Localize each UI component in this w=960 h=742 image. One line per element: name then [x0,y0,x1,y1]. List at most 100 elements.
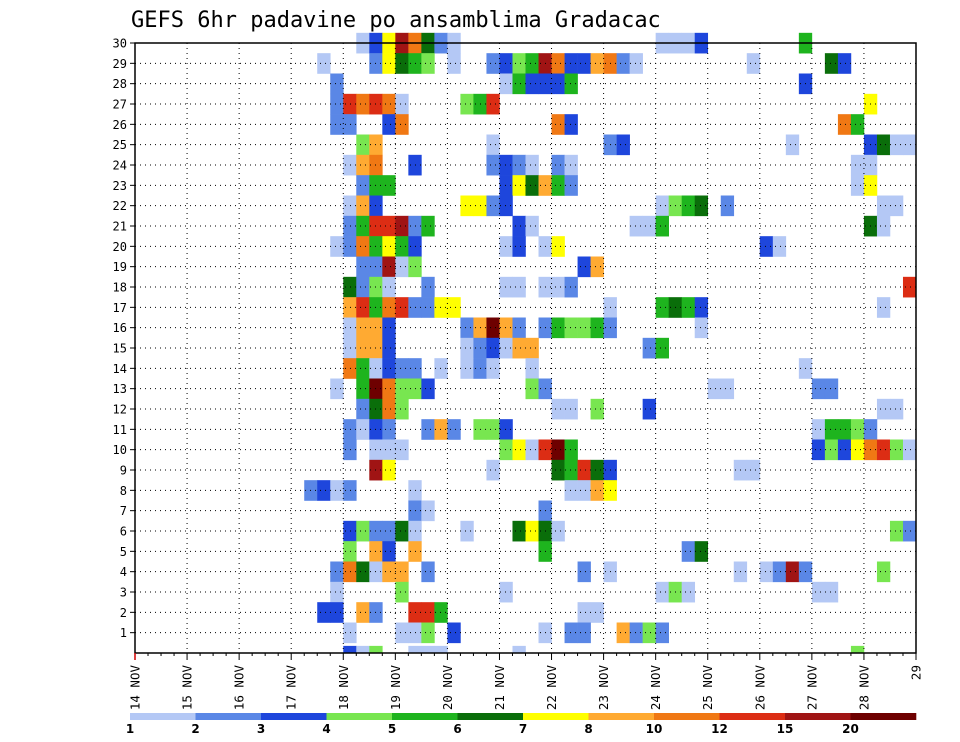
heatmap-cell [850,439,865,461]
heatmap-cell [551,459,565,481]
heatmap-cell [486,317,500,339]
heatmap-cell [889,134,904,156]
heatmap-cell [577,561,591,583]
heatmap-cell [889,398,904,420]
x-tick-label: 14 NOV [128,665,143,711]
y-tick-label: 2 [120,606,127,620]
heatmap-cell [382,317,396,339]
heatmap-cell [499,439,513,461]
heatmap-cell [551,317,565,339]
heatmap-cell [824,419,839,440]
x-tick-label: 27 NOV [804,665,819,711]
heatmap-cell [395,93,409,115]
heatmap-cell [564,114,578,135]
heatmap-cell [356,398,370,420]
colorbar-swatch [457,713,524,720]
heatmap-cell [512,154,526,176]
y-tick-label: 24 [113,159,127,173]
colorbar-label: 1 [126,722,134,736]
heatmap-cell [577,480,591,501]
heatmap-cell [356,358,370,379]
y-tick-label: 29 [113,57,127,71]
heatmap-cell [525,73,539,95]
heatmap-cell [343,622,357,644]
heatmap-cell [876,215,891,237]
heatmap-cell [486,154,500,176]
heatmap-cell [681,195,696,217]
heatmap-cell [395,398,409,420]
colorbar-label: 10 [646,722,663,736]
heatmap-cell [850,645,865,654]
x-tick-label: 24 NOV [648,665,663,711]
heatmap-cell [629,53,643,74]
heatmap-cell [499,175,513,196]
heatmap-cell [551,398,565,420]
colorbar-swatch [195,713,262,720]
axes: 1234567891011121314151617181920212223242… [113,37,924,711]
heatmap-cell [382,358,396,379]
heatmap-cell [577,459,591,481]
heatmap-cell [564,398,578,420]
y-tick-label: 7 [120,504,127,518]
heatmap-cell [356,378,370,400]
heatmap-cell [382,53,396,74]
heatmap-cell [330,93,344,115]
heatmap-cell [343,297,357,318]
y-tick-label: 18 [113,281,127,295]
heatmap-cell [330,236,344,257]
heatmap-cell [356,561,370,583]
colorbar-label: 2 [191,722,199,736]
heatmap-cell [512,175,526,196]
heatmap-cell [642,215,656,237]
heatmap-cell [421,561,435,583]
colorbar-label: 5 [388,722,396,736]
heatmap-cell [525,53,539,74]
heatmap-cell [356,419,370,440]
heatmap-cell [356,215,370,237]
y-tick-label: 23 [113,179,127,193]
heatmap-cell [577,622,591,644]
heatmap-cell [512,73,526,95]
heatmap-cell [499,581,513,603]
heatmap-cell [824,439,839,461]
colorbar-label: 15 [777,722,794,736]
heatmap-cell [642,622,656,644]
y-tick-label: 9 [120,464,127,478]
heatmap-cell [356,317,370,339]
heatmap-cell [421,602,435,623]
colorbar-swatch [326,713,393,720]
heatmap-cell [356,134,370,156]
colorbar-swatch [588,713,655,720]
colorbar-label: 7 [519,722,527,736]
y-tick-label: 22 [113,199,127,213]
y-tick-label: 20 [113,240,127,254]
heatmap-cell [395,114,409,135]
heatmap-cell [512,317,526,339]
heatmap-cell [382,337,396,359]
y-tick-label: 21 [113,220,127,234]
heatmap-cell [837,419,852,440]
y-tick-label: 11 [113,423,127,437]
heatmap-cell [330,602,344,623]
heatmap-cell [512,236,526,257]
heatmap-cell [590,53,604,74]
heatmap-cell [460,337,474,359]
heatmap-cell [356,602,370,623]
heatmap-cell [551,114,565,135]
heatmap-cell [382,459,396,481]
heatmap-cell [499,419,513,440]
heatmap-cell [343,276,357,298]
heatmap-cell [564,175,578,196]
heatmap-cell [876,195,891,217]
heatmap-cell [811,419,826,440]
heatmap-cell [421,622,435,644]
heatmap-cell [616,622,630,644]
heatmap-cell [356,256,370,278]
heatmap-cell [343,337,357,359]
x-tick-label: 22 NOV [544,665,559,711]
heatmap-cell [447,297,461,318]
heatmap-cell [343,93,357,115]
heatmap-cell [772,236,787,257]
heatmap-cell [694,317,709,339]
heatmap-cell [564,276,578,298]
